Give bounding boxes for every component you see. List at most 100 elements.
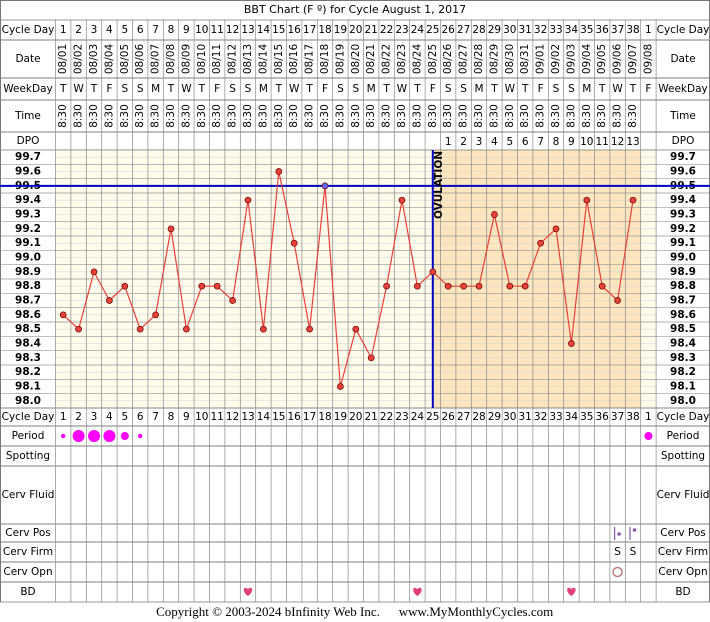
cycle-day: 16 (288, 24, 302, 36)
cycle-day: 37 (611, 24, 624, 36)
y-tick-label-right: 98.4 (670, 338, 696, 350)
temp-point (75, 325, 82, 333)
cycle-day: 21 (365, 24, 378, 36)
dpo: 13 (626, 136, 639, 148)
date: 08/19 (334, 44, 346, 74)
row-label-right: Time (669, 110, 696, 122)
row-label: Cerv Fluid (2, 489, 55, 501)
temp-point (275, 168, 283, 175)
time: 8:30 (504, 104, 516, 128)
cycle-day-bottom: 6 (137, 411, 144, 423)
temp-point (183, 325, 190, 333)
row-label: Spotting (6, 450, 50, 462)
chart-title: BBT Chart (F º) for Cycle August 1, 2017 (244, 3, 466, 16)
temp-point (229, 297, 236, 304)
date: 08/21 (365, 44, 377, 74)
date: 08/27 (458, 44, 470, 74)
period-mark (120, 432, 129, 440)
time: 8:30 (381, 104, 393, 128)
time: 8:30 (442, 104, 454, 128)
time: 8:30 (211, 104, 223, 128)
y-tick-label: 98.3 (15, 352, 41, 364)
cycle-day-bottom: 26 (442, 411, 456, 423)
time: 8:30 (57, 104, 69, 128)
y-tick-label-right: 99.4 (670, 194, 696, 206)
temp-point (414, 282, 421, 290)
temp-point (198, 282, 206, 290)
date: 08/25 (427, 44, 439, 74)
cycle-day: 14 (257, 24, 271, 36)
weekday: T (598, 83, 606, 95)
time: 8:30 (427, 104, 439, 128)
cycle-day: 38 (626, 24, 639, 36)
y-tick-label: 98.9 (15, 266, 41, 278)
temp-point (629, 196, 637, 204)
time: 8:30 (550, 104, 562, 128)
temp-point (106, 297, 113, 304)
temp-point (429, 268, 437, 276)
time: 8:30 (535, 104, 547, 128)
date: 09/02 (550, 44, 562, 74)
bd-heart (243, 587, 253, 596)
cycle-day-bottom: 1 (60, 411, 67, 423)
date: 09/08 (642, 44, 654, 74)
cycle-day-bottom: 2 (75, 411, 82, 423)
date: 08/01 (57, 44, 69, 74)
weekday: S (445, 83, 452, 95)
dpo: 5 (506, 136, 513, 148)
weekday: F (214, 83, 220, 95)
time: 8:30 (73, 104, 85, 128)
cycle-day-bottom: 37 (611, 411, 624, 423)
y-tick-label-right: 98.7 (670, 295, 696, 307)
weekday: T (167, 83, 175, 95)
cycle-day-bottom: 17 (303, 411, 316, 423)
weekday: S (137, 83, 144, 95)
y-tick-label-right: 99.1 (670, 237, 696, 249)
cycle-day: 1 (60, 24, 67, 36)
temp-point (152, 311, 159, 319)
weekday: F (322, 83, 328, 95)
y-tick-label-right: 99.3 (670, 209, 696, 221)
weekday: T (90, 83, 98, 95)
date: 08/06 (134, 44, 146, 75)
temp-point (352, 325, 360, 333)
temp-point (244, 196, 252, 204)
cerv-firm: S (630, 546, 637, 558)
temp-point (460, 282, 467, 290)
row-label: Cycle Day (2, 24, 55, 36)
date: 08/23 (396, 44, 408, 74)
cycle-day-bottom: 25 (426, 411, 439, 423)
time: 8:30 (150, 104, 162, 128)
temp-point (398, 196, 406, 204)
period-mark (138, 433, 143, 439)
cycle-day: 23 (395, 24, 408, 36)
cycle-day: 24 (411, 24, 425, 36)
time: 8:30 (627, 104, 639, 128)
y-tick-label-right: 99.6 (670, 166, 696, 178)
row-label-right: BD (675, 586, 690, 598)
y-tick-label: 98.1 (15, 381, 41, 393)
row-label-right: Period (667, 430, 700, 442)
date: 08/13 (242, 44, 254, 74)
weekday: S (352, 83, 359, 95)
weekday: T (275, 83, 283, 95)
cycle-day: 18 (318, 24, 331, 36)
temp-point (491, 211, 498, 218)
row-label: BD (20, 586, 35, 598)
cycle-day: 30 (503, 24, 516, 36)
cycle-day: 10 (195, 24, 208, 36)
weekday: T (198, 83, 206, 95)
time: 8:30 (88, 104, 100, 128)
cycle-day-bottom: 29 (488, 411, 501, 423)
temp-point (444, 282, 452, 290)
cycle-day: 11 (211, 24, 224, 36)
cycle-day: 20 (349, 24, 362, 36)
cycle-day-bottom: 34 (565, 411, 579, 423)
temp-point (121, 282, 129, 290)
date: 09/03 (565, 44, 577, 74)
cerv-firm: S (614, 546, 621, 558)
y-tick-label-right: 99.2 (670, 223, 696, 235)
row-label: WeekDay (3, 83, 53, 95)
cycle-day-bottom: 4 (106, 411, 113, 423)
cycle-day-bottom: 36 (596, 411, 610, 423)
